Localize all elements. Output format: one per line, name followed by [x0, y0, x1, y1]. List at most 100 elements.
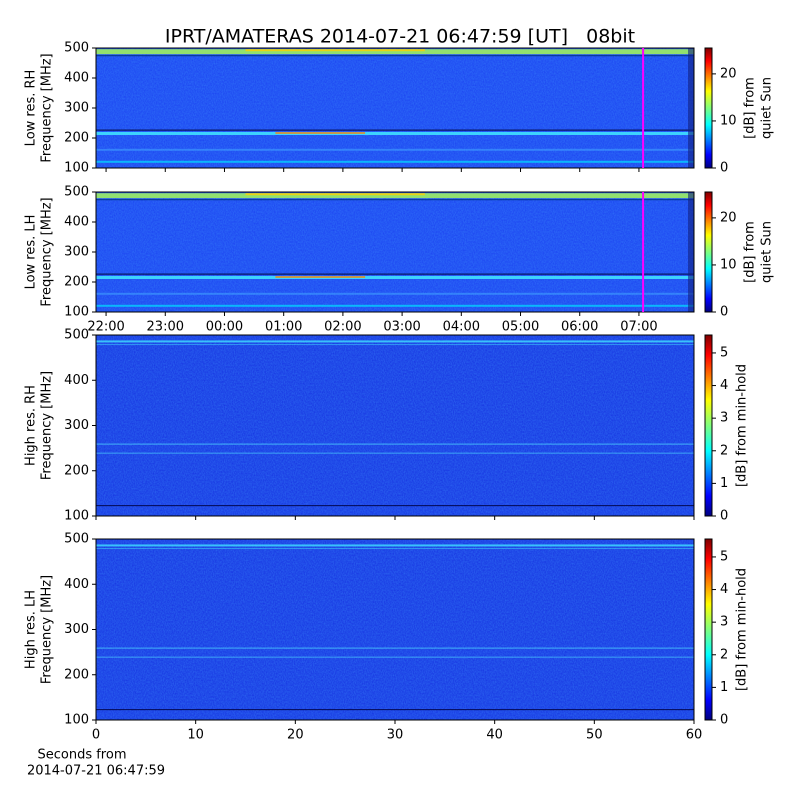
- spectrogram-texture: [96, 443, 694, 445]
- colorbar-tick-label: 3: [720, 615, 728, 630]
- colorbar-tick-label: 0: [720, 509, 728, 524]
- y-axis-label: High res. LH: [24, 590, 39, 669]
- x-tick-label: 05:00: [502, 320, 539, 335]
- colorbar-tick-label: 4: [720, 378, 728, 393]
- x-tick-label: 02:00: [324, 320, 361, 335]
- y-axis-label: High res. RH: [24, 385, 39, 466]
- spectrogram-texture: [96, 55, 694, 57]
- y-axis-label: Frequency [MHz]: [40, 371, 55, 480]
- y-tick-label: 300: [64, 101, 89, 116]
- y-tick-label: 400: [64, 577, 89, 592]
- x-tick-label: 10: [187, 728, 204, 743]
- colorbar: [704, 191, 713, 313]
- colorbar-label: [dB] from min-hold: [735, 364, 750, 487]
- colorbar: [704, 538, 713, 721]
- y-axis-label: Low res. RH: [24, 70, 39, 147]
- title: IPRT/AMATERAS 2014-07-21 06:47:59 [UT] 0…: [165, 26, 635, 48]
- y-tick-label: 100: [64, 509, 89, 524]
- colorbar-tick-label: 2: [720, 647, 728, 662]
- x-tick-label: 30: [387, 728, 404, 743]
- x-tick-label: 07:00: [620, 320, 657, 335]
- spectrogram-texture: [96, 276, 694, 279]
- colorbar-tick-label: 1: [720, 680, 728, 695]
- colorbar-tick-label: 5: [720, 549, 728, 564]
- spectrogram-texture: [96, 193, 694, 199]
- spectrogram-noise: [96, 192, 694, 312]
- y-tick-label: 200: [64, 667, 89, 682]
- y-tick-label: 500: [64, 328, 89, 343]
- spectrogram-texture: [96, 132, 694, 135]
- x-tick-label: 03:00: [383, 320, 420, 335]
- spectrogram-texture: [96, 452, 694, 454]
- colorbar: [704, 334, 713, 517]
- x-tick-label: 22:00: [87, 320, 124, 335]
- x-tick-label: 60: [686, 728, 703, 743]
- spectrogram-texture: [96, 548, 694, 550]
- y-tick-label: 100: [64, 713, 89, 728]
- y-axis-label: Frequency [MHz]: [40, 575, 55, 684]
- spectrogram-texture: [96, 292, 694, 295]
- spectrogram-texture: [96, 647, 694, 649]
- spectrogram-texture: [96, 505, 694, 507]
- x-tick-label: 04:00: [443, 320, 480, 335]
- spectrogram-texture: [688, 48, 694, 168]
- x-tick-label: 50: [586, 728, 603, 743]
- colorbar-tick-label: 10: [720, 257, 737, 272]
- colorbar-tick-label: 2: [720, 443, 728, 458]
- x-tick-label: 06:00: [561, 320, 598, 335]
- y-tick-label: 100: [64, 305, 89, 320]
- spectrogram-texture: [96, 160, 694, 163]
- y-tick-label: 100: [64, 161, 89, 176]
- spectrogram-texture: [275, 276, 366, 278]
- spectrogram-texture: [245, 193, 425, 196]
- y-tick-label: 200: [64, 275, 89, 290]
- x-tick-label: 23:00: [147, 320, 184, 335]
- colorbar-tick-label: 10: [720, 113, 737, 128]
- spectrogram-texture: [245, 49, 425, 52]
- spectrogram-texture: [688, 192, 694, 312]
- y-tick-label: 500: [64, 532, 89, 547]
- y-tick-label: 500: [64, 41, 89, 56]
- x-tick-label: 00:00: [206, 320, 243, 335]
- spectrogram-texture: [96, 129, 694, 131]
- y-tick-label: 500: [64, 185, 89, 200]
- y-tick-label: 200: [64, 463, 89, 478]
- spectrogram-noise: [96, 48, 694, 168]
- y-tick-label: 300: [64, 622, 89, 637]
- y-tick-label: 300: [64, 245, 89, 260]
- x-tick-label: 0: [92, 728, 100, 743]
- colorbar-tick-label: 3: [720, 411, 728, 426]
- spectrogram-texture: [96, 199, 694, 201]
- spectrogram-texture: [96, 148, 694, 151]
- colorbar-label: quiet Sun: [760, 77, 775, 139]
- colorbar-tick-label: 4: [720, 582, 728, 597]
- colorbar-tick-label: 0: [720, 713, 728, 728]
- y-axis-label: Low res. LH: [24, 215, 39, 290]
- spectrogram-texture: [96, 49, 694, 55]
- spectrogram-texture: [96, 709, 694, 711]
- x-tick-label: 20: [287, 728, 304, 743]
- y-axis-label: Frequency [MHz]: [40, 53, 55, 162]
- colorbar-tick-label: 0: [720, 305, 728, 320]
- spectrogram-texture: [96, 544, 694, 547]
- colorbar-tick-label: 5: [720, 345, 728, 360]
- colorbar-tick-label: 0: [720, 161, 728, 176]
- colorbar-label: [dB] from: [743, 221, 758, 283]
- spectrogram-texture: [96, 304, 694, 307]
- colorbar-tick-label: 1: [720, 476, 728, 491]
- spectrogram-texture: [96, 656, 694, 658]
- y-tick-label: 400: [64, 215, 89, 230]
- colorbar-tick-label: 20: [720, 210, 737, 225]
- y-tick-label: 200: [64, 131, 89, 146]
- y-axis-label: Frequency [MHz]: [40, 197, 55, 306]
- y-tick-label: 400: [64, 71, 89, 86]
- spectrogram-texture: [96, 273, 694, 275]
- y-tick-label: 400: [64, 373, 89, 388]
- colorbar-label: quiet Sun: [760, 221, 775, 283]
- y-tick-label: 300: [64, 418, 89, 433]
- x-axis-label: Seconds from: [37, 748, 126, 763]
- spectrogram-texture: [96, 340, 694, 343]
- spectrogram-noise: [96, 539, 694, 720]
- colorbar-tick-label: 20: [720, 66, 737, 81]
